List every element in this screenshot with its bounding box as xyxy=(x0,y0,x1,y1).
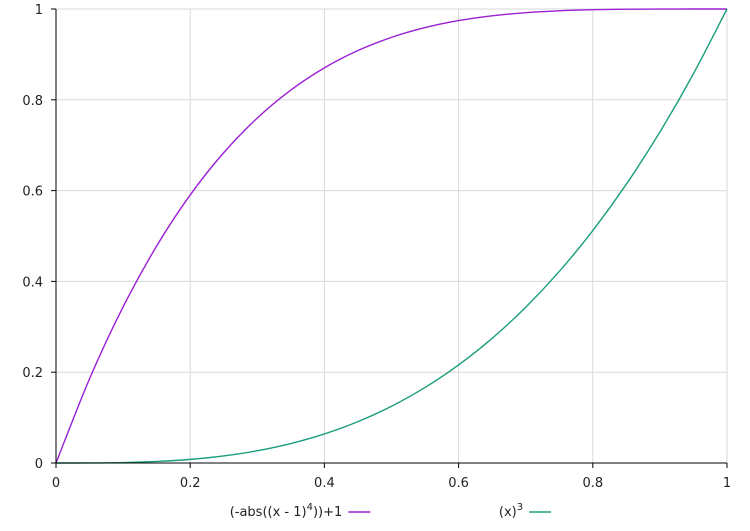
series-line-2 xyxy=(55,8,728,464)
y-tick-label: 0.8 xyxy=(22,94,43,109)
y-tick-label: 0.4 xyxy=(22,275,43,290)
legend-label: (x)3 xyxy=(499,502,523,520)
x-tick-label: 0.4 xyxy=(314,476,335,491)
legend: (-abs((x - 1)4))+1 (x)3 xyxy=(230,502,552,520)
legend-item-1: (-abs((x - 1)4))+1 xyxy=(230,502,371,520)
y-tick-label: 0.2 xyxy=(22,366,43,381)
series-layer xyxy=(55,8,728,464)
legend-label: (-abs((x - 1)4))+1 xyxy=(230,502,343,520)
x-tick-label: 0.8 xyxy=(582,476,603,491)
y-tick-label: 1 xyxy=(35,3,43,18)
y-tick-label: 0.6 xyxy=(22,185,43,200)
axis-layer: 0 0.2 0.4 0.6 0.8 1 0 0.2 0.4 0.6 0.8 1 xyxy=(22,3,731,491)
y-tick-label: 0 xyxy=(35,457,43,472)
grid-layer xyxy=(55,8,728,464)
x-tick-label: 0.2 xyxy=(180,476,201,491)
x-tick-label: 0.6 xyxy=(448,476,469,491)
series-line-1 xyxy=(55,8,728,464)
legend-item-2: (x)3 xyxy=(499,502,552,520)
x-tick-label: 0 xyxy=(52,476,60,491)
x-tick-label: 1 xyxy=(723,476,731,491)
